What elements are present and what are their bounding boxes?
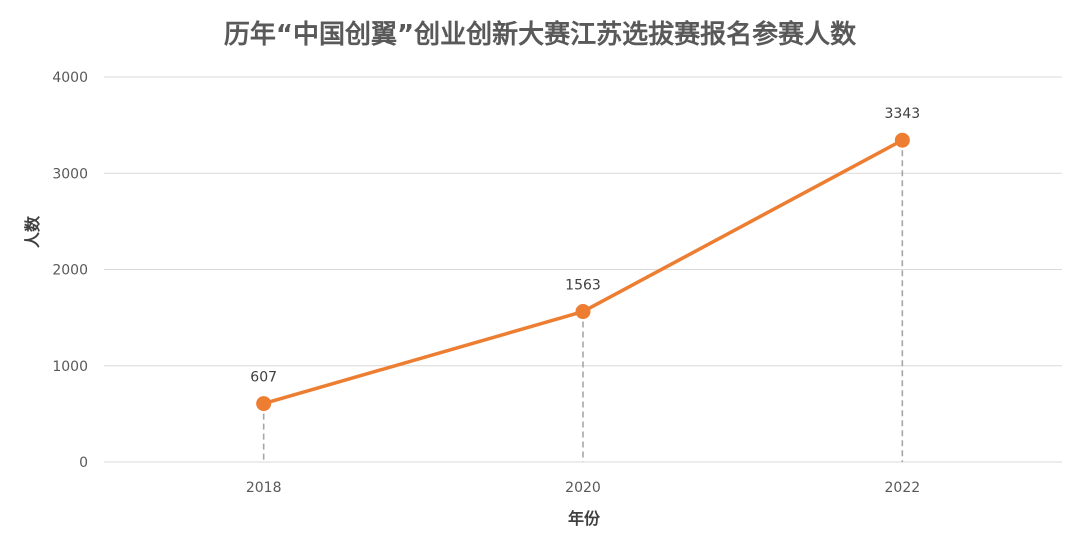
y-tick-label: 1000 [52, 359, 88, 375]
y-axis-label: 人数 [23, 215, 42, 248]
data-label: 607 [250, 370, 277, 386]
y-tick-label: 2000 [52, 263, 88, 279]
y-axis-ticks: 0 1000 2000 3000 4000 [52, 70, 88, 471]
y-tick-label: 3000 [52, 166, 88, 182]
x-axis-label: 年份 [568, 509, 601, 528]
x-tick-label: 2020 [565, 480, 601, 496]
data-point [256, 396, 272, 412]
data-point [894, 132, 910, 148]
drop-lines [262, 140, 904, 462]
data-points [256, 132, 910, 412]
data-label: 1563 [565, 278, 601, 294]
x-tick-label: 2022 [885, 480, 921, 496]
x-tick-label: 2018 [246, 480, 282, 496]
data-label: 3343 [885, 106, 921, 122]
y-tick-label: 0 [79, 455, 88, 471]
chart-title: 历年“中国创翼”创业创新大赛江苏选拔赛报名参赛人数 [223, 20, 857, 50]
x-axis-ticks: 2018 2020 2022 [246, 480, 920, 496]
data-point [575, 304, 591, 320]
y-tick-label: 4000 [52, 70, 88, 86]
data-labels: 607 1563 3343 [250, 106, 920, 385]
